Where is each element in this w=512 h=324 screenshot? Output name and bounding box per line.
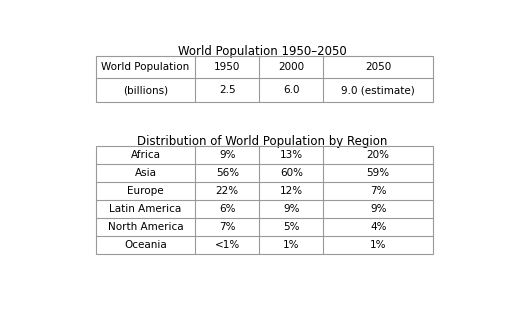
Text: World Population: World Population <box>101 62 189 72</box>
Text: 1%: 1% <box>283 240 300 250</box>
Text: 4%: 4% <box>370 222 387 232</box>
Text: <1%: <1% <box>215 240 240 250</box>
Bar <box>96 146 433 254</box>
Text: 13%: 13% <box>280 150 303 160</box>
Text: North America: North America <box>108 222 183 232</box>
Text: Distribution of World Population by Region: Distribution of World Population by Regi… <box>137 135 388 148</box>
Text: 9%: 9% <box>370 204 387 214</box>
Text: 6.0: 6.0 <box>283 85 300 95</box>
Text: 9%: 9% <box>219 150 236 160</box>
Text: 2.5: 2.5 <box>219 85 236 95</box>
Text: 22%: 22% <box>216 186 239 196</box>
Text: World Population 1950–2050: World Population 1950–2050 <box>178 45 347 58</box>
Text: 1950: 1950 <box>214 62 241 72</box>
Text: 59%: 59% <box>367 168 390 178</box>
Text: Africa: Africa <box>131 150 160 160</box>
Text: Latin America: Latin America <box>110 204 182 214</box>
Text: 1%: 1% <box>370 240 387 250</box>
Text: 9.0 (estimate): 9.0 (estimate) <box>342 85 415 95</box>
Text: Asia: Asia <box>135 168 157 178</box>
Bar <box>96 56 433 102</box>
Text: Oceania: Oceania <box>124 240 167 250</box>
Text: 6%: 6% <box>219 204 236 214</box>
Text: 60%: 60% <box>280 168 303 178</box>
Text: 20%: 20% <box>367 150 390 160</box>
Text: 12%: 12% <box>280 186 303 196</box>
Text: 7%: 7% <box>370 186 387 196</box>
Text: Europe: Europe <box>127 186 164 196</box>
Text: 7%: 7% <box>219 222 236 232</box>
Text: 5%: 5% <box>283 222 300 232</box>
Text: 2050: 2050 <box>365 62 391 72</box>
Text: 9%: 9% <box>283 204 300 214</box>
Text: 56%: 56% <box>216 168 239 178</box>
Text: (billions): (billions) <box>123 85 168 95</box>
Text: 2000: 2000 <box>279 62 305 72</box>
